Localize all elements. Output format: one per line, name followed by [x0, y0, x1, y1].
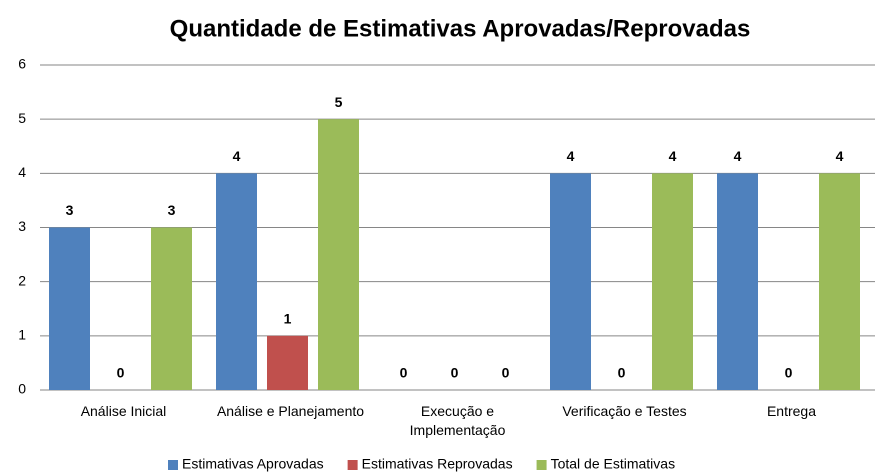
- bar: [717, 173, 758, 390]
- y-tick-label: 5: [18, 110, 26, 126]
- bar: [267, 335, 308, 390]
- bar: [49, 227, 90, 390]
- data-label: 1: [284, 311, 292, 327]
- data-label: 4: [734, 148, 742, 164]
- data-label: 0: [451, 365, 459, 381]
- data-label: 0: [117, 365, 125, 381]
- y-tick-label: 3: [18, 218, 26, 234]
- x-tick-label: Análise e Planejamento: [216, 403, 365, 419]
- legend-swatch: [168, 460, 178, 470]
- bar: [151, 227, 192, 390]
- data-label: 3: [66, 202, 74, 218]
- data-label: 4: [567, 148, 575, 164]
- x-tick-label: Análise Inicial: [80, 403, 167, 419]
- data-label: 4: [233, 148, 241, 164]
- bar: [216, 173, 257, 390]
- data-label: 5: [335, 94, 343, 110]
- y-tick-label: 0: [18, 381, 26, 397]
- x-tick-label: Entrega: [766, 403, 817, 419]
- x-tick-label: Execução e Implementação: [409, 403, 506, 438]
- data-label: 0: [400, 365, 408, 381]
- bar: [819, 173, 860, 390]
- bar: [318, 119, 359, 391]
- legend-swatch: [536, 460, 547, 470]
- y-tick-label: 6: [18, 56, 26, 72]
- legend-label: Total de Estimativas: [551, 456, 676, 472]
- y-tick-label: 2: [18, 272, 26, 288]
- data-label: 0: [502, 365, 510, 381]
- legend-swatch: [347, 460, 358, 470]
- y-tick-label: 4: [18, 164, 26, 180]
- data-label: 0: [785, 365, 793, 381]
- chart-title: Quantidade de Estimativas Aprovadas/Repr…: [170, 15, 751, 42]
- data-label: 3: [168, 202, 176, 218]
- data-label: 4: [669, 148, 677, 164]
- y-tick-label: 1: [18, 327, 26, 343]
- bar: [652, 173, 693, 390]
- legend-label: Estimativas Reprovadas: [362, 456, 513, 472]
- data-label: 0: [618, 365, 626, 381]
- data-label: 4: [836, 148, 844, 164]
- bar: [550, 173, 591, 390]
- legend-label: Estimativas Aprovadas: [182, 456, 324, 472]
- x-tick-label: Verificação e Testes: [562, 403, 687, 419]
